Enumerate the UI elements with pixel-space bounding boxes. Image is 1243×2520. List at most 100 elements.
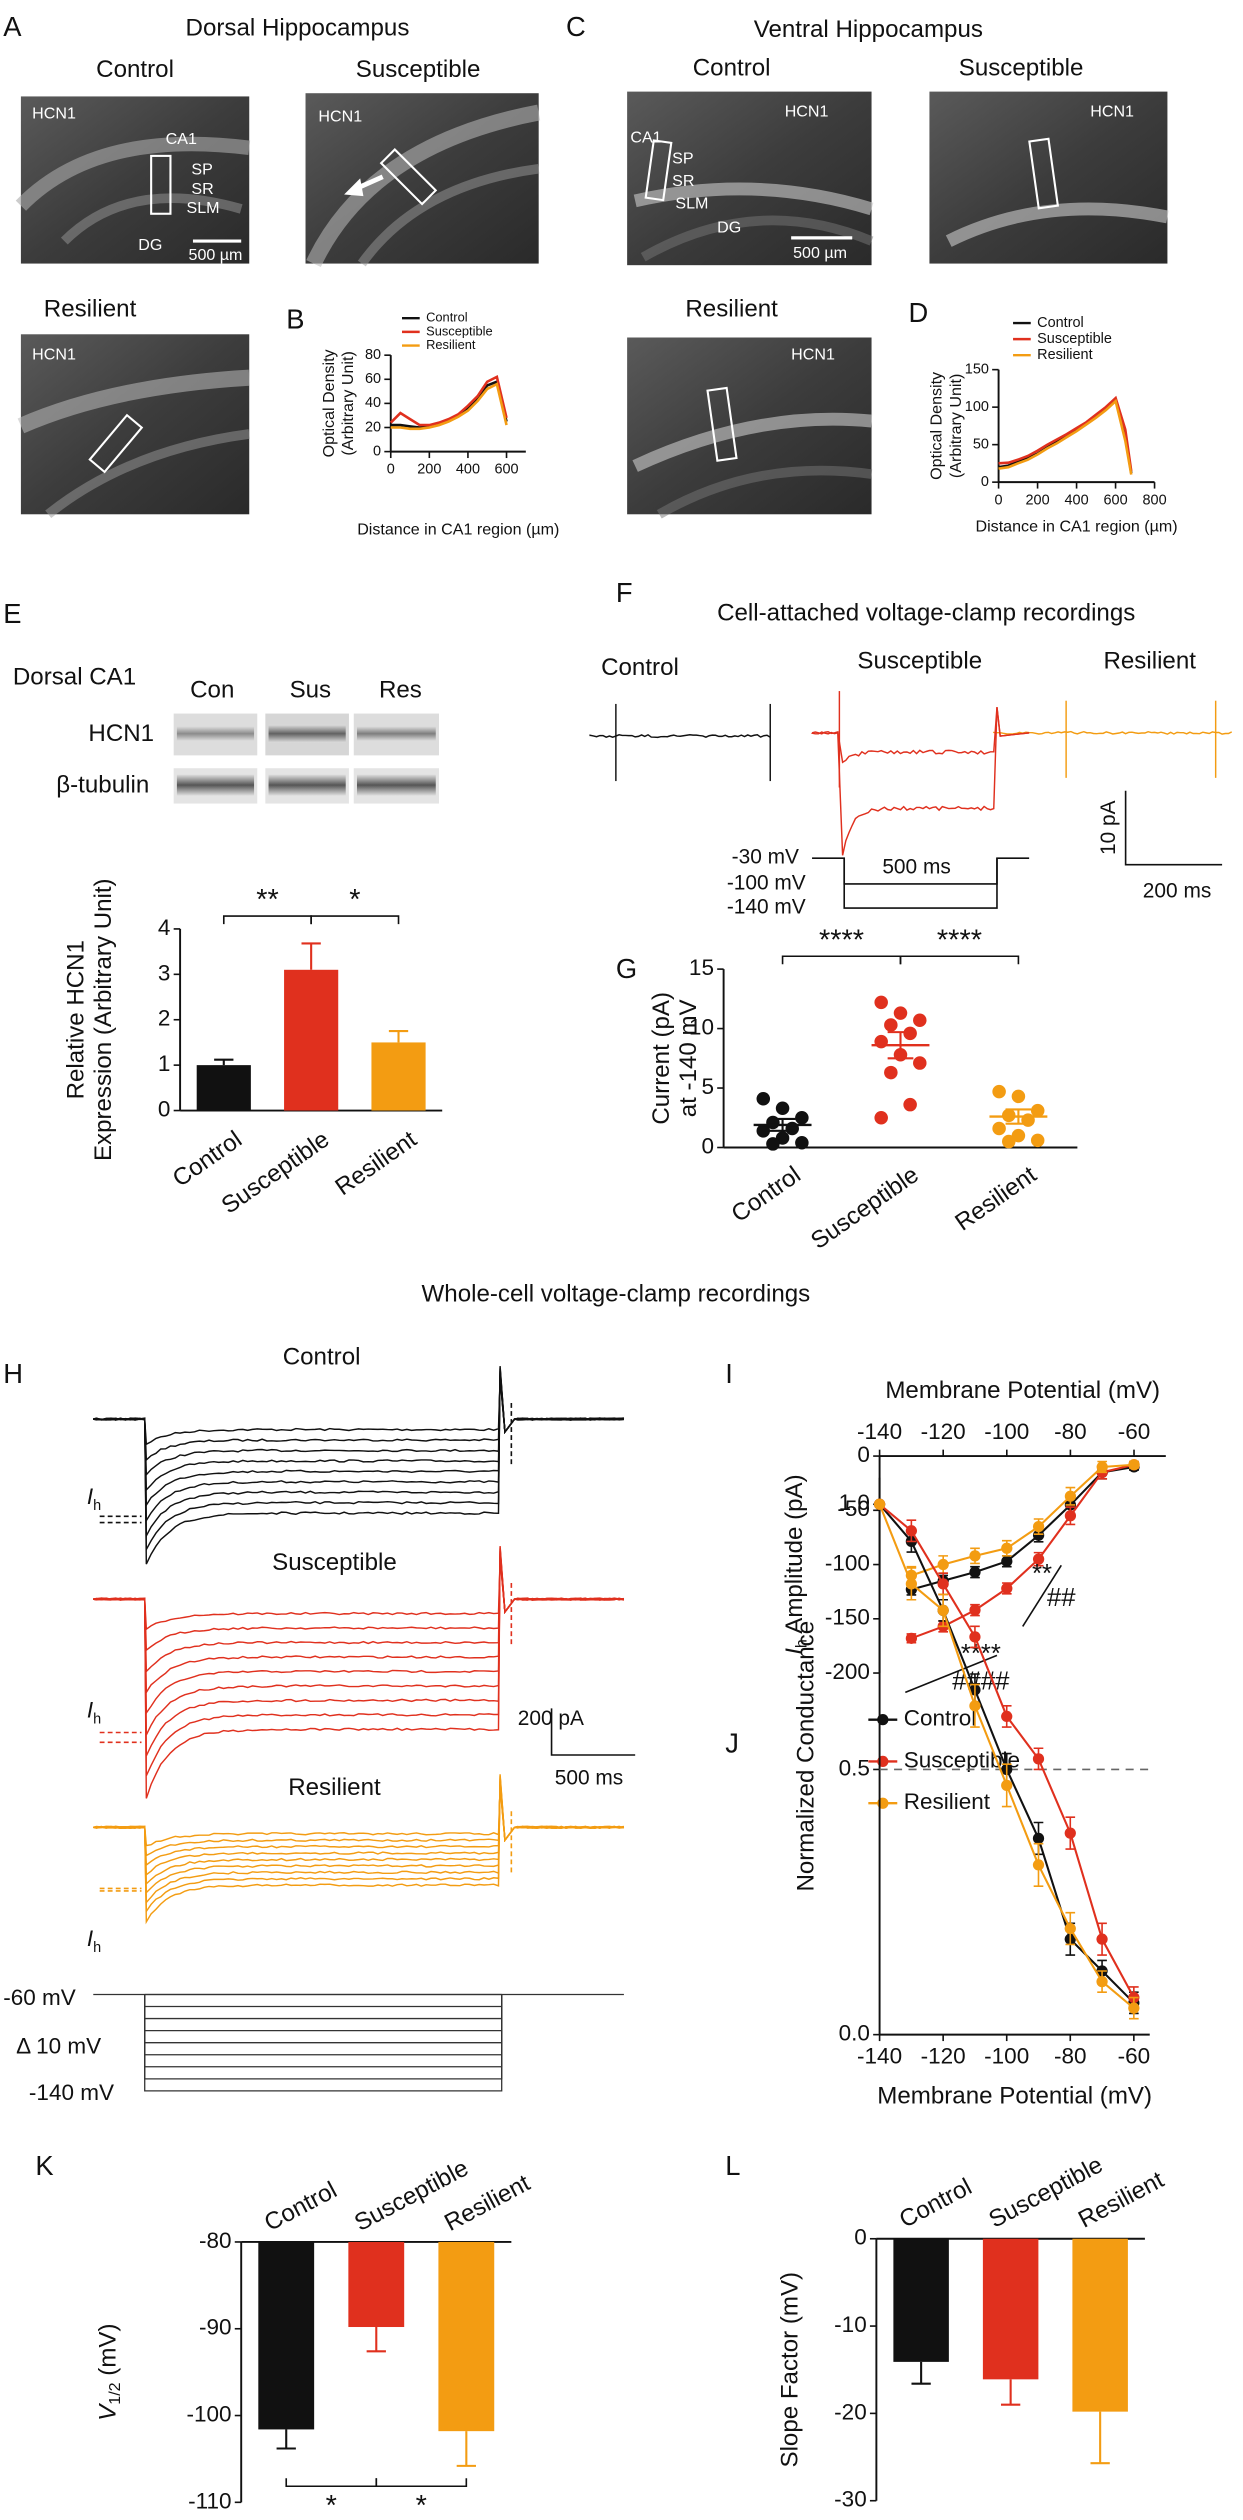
data-point: [913, 1056, 927, 1070]
lane-label: Con: [190, 676, 234, 703]
protein-label: β-tubulin: [56, 771, 149, 798]
protocol: [812, 857, 1030, 909]
group-label: Susceptible: [356, 56, 481, 83]
x-tick-label: 400: [1065, 492, 1089, 508]
category-label: Control: [260, 2176, 341, 2236]
group-label: Control: [96, 56, 174, 83]
y-label-sub: 1/2: [106, 2382, 124, 2404]
y-tick-label: -10: [834, 2312, 867, 2337]
y-axis-label: Current (pA): [648, 992, 675, 1125]
y-tick-label: 80: [365, 347, 381, 363]
error-bar: [769, 1117, 796, 1132]
trace: [93, 1774, 625, 1925]
data-point: [1001, 1542, 1013, 1554]
trace: [93, 1547, 625, 1777]
ih-main: I: [87, 1698, 93, 1723]
ih-label: Ih: [87, 1698, 101, 1728]
error-bar: [366, 2327, 386, 2353]
protocol-label: -140 mV: [29, 2080, 114, 2105]
group-label: Susceptible: [272, 1549, 397, 1576]
stain-label: HCN1: [785, 103, 829, 121]
y-axis-label: (Arbitrary Unit): [947, 374, 965, 478]
data-point: [1032, 1832, 1045, 1845]
group-label: Resilient: [288, 1774, 381, 1801]
region-label: CA1: [166, 130, 197, 148]
panel-letter: D: [909, 297, 929, 328]
error-bar: [276, 2429, 296, 2450]
stain-label: HCN1: [32, 345, 76, 363]
y-axis-label: Optical Density: [320, 349, 338, 457]
data-point: [1096, 1975, 1108, 1988]
category-label: Resilient: [330, 1126, 421, 1201]
x-tick-label: -60: [1118, 2044, 1151, 2069]
panel-letter: I: [725, 1358, 733, 1389]
data-point: [1032, 1753, 1045, 1765]
panel-letter: E: [3, 598, 21, 629]
legend-label: Susceptible: [426, 323, 493, 338]
y-label-sub: h: [793, 1639, 811, 1648]
scale-label: 500 µm: [189, 246, 243, 264]
data-point: [1128, 1459, 1140, 1471]
bar: [196, 1065, 251, 1111]
group-label: Resilient: [44, 296, 137, 323]
significance-label: *: [326, 2490, 337, 2520]
significance-label: ****: [937, 924, 982, 956]
y-tick-label: 20: [365, 419, 381, 435]
annotation-line: [905, 1654, 998, 1694]
stain-label: HCN1: [32, 104, 76, 122]
region-label: SR: [191, 180, 213, 198]
ih-marker: [99, 1583, 513, 1744]
data-point: [1032, 1859, 1045, 1871]
data-point: [1001, 1779, 1013, 1791]
data-point: [905, 1525, 917, 1537]
bar: [348, 2241, 405, 2328]
region-label: SP: [672, 149, 693, 167]
ih-main: I: [87, 1926, 93, 1951]
annotation: ####: [952, 1667, 1010, 1695]
y-label-rest: (mV): [95, 2323, 122, 2382]
panel-letter: G: [616, 953, 637, 984]
data-point: [1096, 1933, 1108, 1945]
y-axis-label: V1/2 (mV): [95, 2323, 124, 2420]
series-line: [998, 398, 1133, 475]
data-point: [874, 1111, 888, 1125]
y-tick-label: 0.5: [839, 1755, 870, 1780]
error-bar: [214, 1058, 234, 1066]
protocol-label: -60 mV: [3, 1985, 76, 2010]
data-point: [1032, 1520, 1045, 1533]
y-tick-label: 60: [365, 371, 381, 387]
region-label: SP: [191, 161, 212, 179]
y-axis-label: Relative HCN1: [63, 940, 90, 1099]
x-tick-label: 0: [387, 462, 395, 478]
data-point: [874, 995, 888, 1010]
series-line: [389, 374, 508, 427]
category-label: Control: [727, 1161, 806, 1228]
data-point: [1001, 1710, 1013, 1723]
protocol-label: -100 mV: [727, 871, 806, 894]
panel-letter: F: [616, 577, 633, 608]
micrograph: HCN1: [929, 91, 1169, 264]
y-axis-label: Slope Factor (mV): [777, 2272, 804, 2468]
data-point: [1030, 1133, 1045, 1148]
y-tick-label: 50: [973, 436, 989, 452]
panel-letter: L: [725, 2150, 740, 2181]
category-label: Control: [895, 2173, 976, 2233]
y-tick-label: 100: [965, 399, 989, 415]
legend-label: Control: [426, 310, 467, 325]
x-tick-label: 800: [1142, 492, 1166, 508]
error-bar: [1090, 2411, 1110, 2465]
ih-sub: h: [93, 1498, 101, 1514]
group-label: Resilient: [1103, 648, 1196, 675]
error-bar: [301, 942, 321, 970]
panel-heading: Dorsal Hippocampus: [186, 14, 410, 41]
significance-bracket: [781, 955, 902, 965]
scale-label: 500 ms: [555, 1767, 623, 1790]
data-point: [1128, 2002, 1140, 2014]
panel-heading: Ventral Hippocampus: [754, 16, 983, 43]
significance-bracket: [310, 915, 400, 925]
bar: [1072, 2238, 1128, 2412]
y-tick-label: -100: [186, 2401, 231, 2426]
bar: [982, 2238, 1039, 2380]
group-label: Resilient: [685, 296, 778, 323]
x-tick-label: -100: [984, 1419, 1029, 1444]
